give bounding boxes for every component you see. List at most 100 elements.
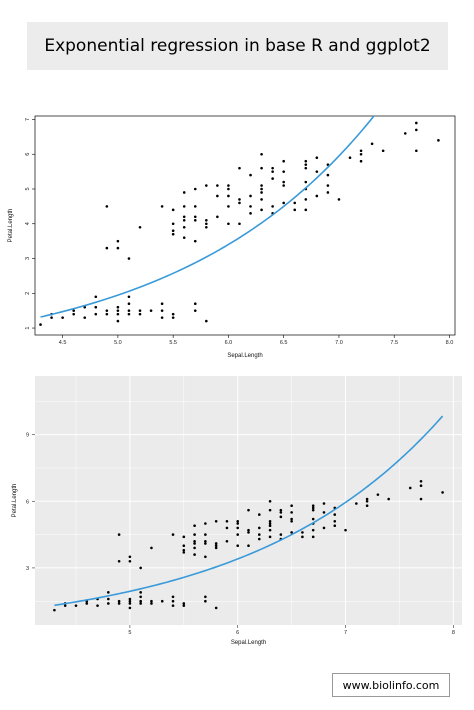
- gg-data-point: [214, 542, 218, 545]
- gg-y-tick-label: 3: [26, 566, 29, 572]
- gg-x-axis-title: Sepal.Length: [231, 640, 266, 646]
- gg-data-point: [322, 526, 326, 530]
- base-data-point: [171, 232, 175, 236]
- base-data-point: [94, 312, 98, 316]
- gg-data-point: [247, 508, 250, 512]
- base-data-point: [160, 205, 164, 208]
- base-data-point: [116, 319, 120, 323]
- base-data-point: [249, 194, 252, 198]
- gg-data-point: [150, 602, 153, 605]
- gg-data-point: [214, 606, 218, 610]
- gg-data-point: [419, 479, 423, 483]
- base-x-tick-label: 7.5: [390, 340, 398, 346]
- base-data-point: [359, 159, 363, 163]
- gg-data-point: [107, 597, 110, 601]
- base-data-point: [171, 208, 175, 212]
- base-data-point: [304, 163, 308, 166]
- base-data-point: [437, 139, 440, 142]
- gg-data-point: [193, 542, 196, 545]
- base-data-point: [282, 201, 285, 205]
- footer-url[interactable]: www.biolinfo.com: [342, 678, 440, 692]
- base-data-point: [83, 316, 87, 319]
- base-data-point: [138, 309, 142, 312]
- base-data-point: [227, 205, 230, 208]
- gg-data-point: [150, 599, 153, 603]
- gg-data-point: [268, 519, 272, 523]
- gg-data-point: [214, 546, 218, 550]
- base-data-point: [127, 257, 131, 260]
- gg-data-point: [419, 497, 423, 501]
- base-data-point: [94, 305, 98, 309]
- base-data-point: [193, 302, 197, 306]
- base-data-point: [138, 312, 142, 316]
- base-data-point: [403, 132, 407, 135]
- gg-data-point: [257, 533, 261, 536]
- base-y-tick-label: 5: [25, 187, 31, 190]
- base-data-point: [39, 323, 42, 326]
- base-data-point: [116, 246, 120, 250]
- gg-data-point: [193, 524, 196, 528]
- gg-data-point: [322, 511, 326, 514]
- gg-panel-background: [35, 376, 462, 625]
- base-data-point: [182, 218, 186, 222]
- gg-data-point: [311, 508, 315, 512]
- gg-data-point: [182, 602, 186, 605]
- gg-data-point: [247, 544, 250, 548]
- page-title: Exponential regression in base R and ggp…: [44, 36, 431, 56]
- base-x-tick-label: 6.5: [280, 340, 288, 346]
- gg-data-point: [247, 528, 250, 532]
- base-data-point: [315, 170, 319, 173]
- base-x-tick-label: 5.5: [169, 340, 177, 346]
- base-data-point: [105, 312, 109, 316]
- gg-data-point: [128, 559, 132, 563]
- base-data-point: [415, 121, 418, 125]
- gg-data-point: [128, 597, 132, 601]
- base-y-tick-label: 7: [25, 118, 31, 121]
- base-data-point: [105, 205, 109, 208]
- gg-data-point: [139, 591, 142, 594]
- gg-data-point: [236, 544, 240, 548]
- base-data-point: [105, 309, 109, 312]
- gg-data-point: [214, 544, 218, 548]
- gg-data-point: [290, 517, 293, 521]
- gg-data-point: [408, 486, 412, 490]
- base-x-tick-label: 6.0: [225, 340, 233, 346]
- gg-data-point: [74, 604, 78, 607]
- gg-data-point: [290, 519, 293, 523]
- gg-data-point: [204, 555, 207, 559]
- gg-data-point: [107, 591, 110, 594]
- footer-link-box[interactable]: www.biolinfo.com: [332, 673, 450, 697]
- gg-data-point: [236, 519, 240, 523]
- base-data-point: [381, 149, 385, 153]
- base-data-point: [359, 149, 363, 153]
- gg-data-point: [268, 508, 272, 512]
- gg-data-point: [333, 513, 337, 516]
- base-data-point: [193, 205, 197, 208]
- gg-data-point: [247, 531, 250, 534]
- base-data-point: [249, 173, 252, 177]
- gg-data-point: [376, 493, 380, 496]
- gg-data-point: [204, 533, 207, 536]
- base-data-point: [171, 222, 175, 226]
- base-data-point: [116, 305, 120, 309]
- base-data-point: [315, 156, 319, 160]
- base-data-point: [72, 309, 75, 312]
- gg-x-tick-label: 5: [128, 630, 131, 636]
- gg-x-tick-label: 7: [344, 630, 347, 636]
- base-data-point: [304, 166, 308, 170]
- gg-data-point: [355, 502, 358, 505]
- base-y-tick-label: 2: [25, 292, 31, 295]
- base-data-point: [249, 212, 252, 215]
- base-data-point: [326, 184, 330, 187]
- gg-data-point: [139, 599, 142, 603]
- base-data-point: [293, 201, 297, 205]
- base-plot-box: [34, 115, 456, 336]
- base-data-point: [359, 152, 363, 156]
- base-y-axis-title: Petal.Length: [8, 209, 14, 243]
- gg-data-point: [204, 599, 207, 603]
- base-data-point: [149, 309, 153, 312]
- gg-data-point: [268, 528, 272, 532]
- gg-y-axis-title: Petal.Length: [12, 484, 18, 518]
- gg-data-point: [257, 526, 261, 530]
